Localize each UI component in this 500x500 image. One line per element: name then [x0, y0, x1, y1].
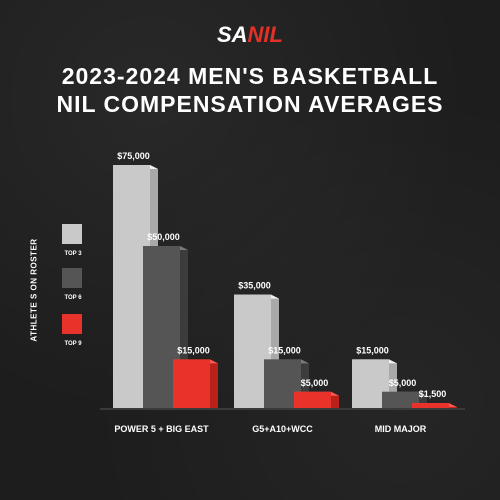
data-label-power-5-big-east-top-9: $15,000: [177, 345, 210, 355]
bar-side-g5-a10-wcc-top-9: [331, 391, 339, 408]
data-label-mid-major-top-3: $15,000: [356, 345, 389, 355]
legend-item-top-9: TOP 9: [62, 314, 84, 347]
bar-side-power-5-big-east-top-9: [210, 359, 218, 408]
data-label-g5-a10-wcc-top-6: $15,000: [268, 345, 301, 355]
legend-swatch-top-6: [62, 268, 82, 288]
category-label-g5-a10-wcc: G5+A10+WCC: [252, 424, 313, 434]
data-label-g5-a10-wcc-top-9: $5,000: [301, 378, 329, 388]
category-label-power-5-big-east: POWER 5 + BIG EAST: [114, 424, 209, 434]
data-label-g5-a10-wcc-top-3: $35,000: [238, 281, 271, 291]
x-axis-baseline: [100, 408, 465, 410]
bar-mid-major-top-9: [412, 403, 449, 408]
legend-swatch-top-9: [62, 314, 82, 334]
legend-item-top-6: TOP 6: [62, 268, 84, 301]
legend-label-top-6: TOP 6: [64, 295, 82, 301]
legend-swatch-top-3: [62, 224, 82, 244]
brand-logo-nil: NIL: [247, 22, 283, 47]
bar-power-5-big-east-top-9: [173, 359, 210, 408]
bar-g5-a10-wcc-top-9: [294, 391, 331, 408]
data-label-power-5-big-east-top-3: $75,000: [117, 151, 150, 161]
data-label-power-5-big-east-top-6: $50,000: [147, 232, 180, 242]
chart-title-line-2: NIL COMPENSATION AVERAGES: [56, 91, 444, 117]
legend-item-top-3: TOP 3: [62, 224, 84, 257]
legend-label-top-9: TOP 9: [64, 341, 82, 347]
brand-logo: SANIL: [0, 22, 500, 48]
category-label-mid-major: MID MAJOR: [375, 424, 427, 434]
data-label-mid-major-top-9: $1,500: [419, 389, 447, 399]
data-label-mid-major-top-6: $5,000: [389, 378, 417, 388]
brand-logo-sa: SA: [216, 22, 248, 47]
bar-mid-major-top-6: [382, 391, 419, 408]
chart-title: 2023-2024 MEN'S BASKETBALL NIL COMPENSAT…: [0, 62, 500, 118]
legend-label-top-3: TOP 3: [64, 251, 82, 257]
chart-title-line-1: 2023-2024 MEN'S BASKETBALL: [61, 63, 439, 89]
